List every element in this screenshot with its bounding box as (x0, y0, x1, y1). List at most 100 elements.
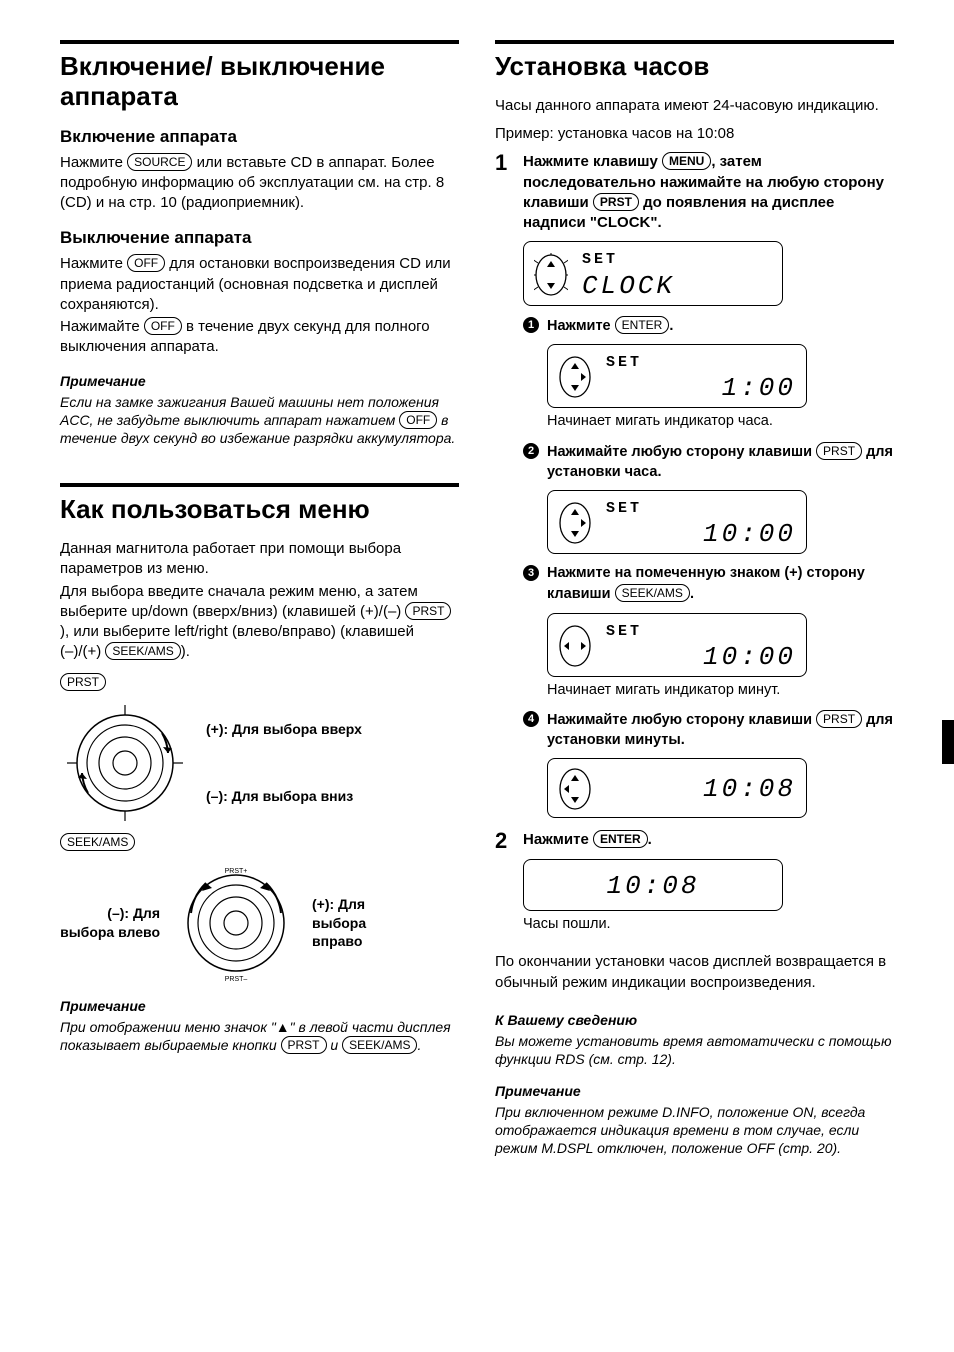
text: . (648, 831, 652, 848)
text: ). (181, 643, 190, 660)
sec1-sub2-p1: Нажмите OFF для остановки воспроизведени… (60, 254, 459, 315)
text: Нажимайте (60, 318, 144, 335)
substep-3: 3 Нажмите на помеченную знаком (+) сторо… (523, 564, 894, 604)
right-outro: По окончании установки часов дисплей воз… (495, 952, 894, 993)
lcd-main-text: 10:00 (606, 644, 796, 670)
dial-caption-up: (+): Для выбора вверх (206, 720, 362, 739)
note-heading: Примечание (60, 997, 459, 1016)
sec2-note: При отображении меню значок "▲" в левой … (60, 1018, 459, 1054)
rocker-icon (558, 355, 592, 399)
section-rule (60, 40, 459, 44)
step1-lead: Нажмите клавишу MENU, затем последовател… (523, 152, 894, 233)
lcd-display: 10:08 (523, 859, 783, 911)
enter-button-label: ENTER (593, 830, 648, 848)
right-example: Пример: установка часов на 10:08 (495, 124, 894, 144)
enter-button-label: ENTER (615, 316, 670, 334)
step2-caption: Часы пошли. (523, 915, 894, 935)
text: Нажмите на помеченную знаком (+) сторону… (547, 565, 865, 602)
lcd-display: SET 1:00 (547, 344, 807, 408)
left-column: Включение/ выключение аппарата Включение… (60, 40, 459, 1159)
lcd-display: SET 10:00 (547, 613, 807, 677)
prst-dial-diagram: (+): Для выбора вверх (–): Для выбора вн… (60, 703, 459, 823)
seek-ams-button-label: SEEK/AMS (105, 642, 180, 660)
note-heading: Примечание (60, 372, 459, 391)
seek-dial-diagram: (–): Для выбора влево PRST+ PRST– (+): Д… (60, 863, 459, 983)
step-number: 1 (495, 152, 513, 822)
step-2: 2 Нажмите ENTER. 10:08 Часы пошли. (495, 830, 894, 942)
lcd-main-text: 1:00 (606, 375, 796, 401)
right-note-body: При включенном режиме D.INFO, положение … (495, 1103, 894, 1158)
fyi-body: Вы можете установить время автоматически… (495, 1032, 894, 1068)
sec1-sub2-p2: Нажимайте OFF в течение двух секунд для … (60, 317, 459, 358)
lcd-main-text: CLOCK (582, 273, 772, 299)
fyi-heading: К Вашему сведению (495, 1011, 894, 1030)
sec1-sub2-title: Выключение аппарата (60, 227, 459, 250)
lcd-main-text: 10:08 (606, 873, 699, 899)
page-columns: Включение/ выключение аппарата Включение… (60, 40, 894, 1159)
lcd-main-text: 10:08 (606, 776, 796, 802)
text: Нажимайте любую сторону клавиши (547, 712, 816, 728)
substep-4: 4 Нажимайте любую сторону клавиши PRST д… (523, 710, 894, 750)
off-button-label: OFF (127, 254, 165, 272)
seek-ams-button-label: SEEK/AMS (60, 833, 135, 851)
sec2-p1: Данная магнитола работает при помощи выб… (60, 539, 459, 580)
seek-ams-button-label: SEEK/AMS (342, 1036, 417, 1054)
sec1-title: Включение/ выключение аппарата (60, 52, 459, 112)
lcd-display: 10:08 (547, 758, 807, 818)
prst-button-label: PRST (593, 193, 639, 211)
substep-caption: Начинает мигать индикатор часа. (547, 412, 894, 432)
svg-text:PRST–: PRST– (225, 976, 248, 983)
prst-button-label: PRST (60, 673, 106, 691)
prst-button-label: PRST (816, 442, 862, 460)
text: Нажмите (60, 154, 127, 171)
text: Нажмите клавишу (523, 153, 662, 170)
rocker-icon (534, 253, 568, 297)
lcd-display: SET 10:00 (547, 490, 807, 554)
sec1-sub1-para: Нажмите SOURCE или вставьте CD в аппарат… (60, 153, 459, 214)
text: Для выбора введите сначала режим меню, а… (60, 583, 418, 620)
substep-1: 1 Нажмите ENTER. (523, 316, 894, 337)
substep-number: 2 (523, 443, 539, 459)
text: Нажимайте любую сторону клавиши (547, 444, 816, 460)
rocker-icon (558, 501, 592, 545)
text: . (669, 318, 673, 334)
text: Нажмите (547, 318, 615, 334)
text: . (417, 1037, 421, 1053)
seek-ams-button-label: SEEK/AMS (615, 584, 690, 602)
prst-button-label: PRST (405, 602, 451, 620)
off-button-label: OFF (144, 317, 182, 335)
substep-number: 3 (523, 565, 539, 581)
sec2-p2: Для выбора введите сначала режим меню, а… (60, 582, 459, 663)
right-column: Установка часов Часы данного аппарата им… (495, 40, 894, 1159)
dial-caption-down: (–): Для выбора вниз (206, 787, 362, 806)
step-1: 1 Нажмите клавишу MENU, затем последоват… (495, 152, 894, 822)
section-rule (495, 40, 894, 44)
right-title: Установка часов (495, 52, 894, 82)
menu-button-label: MENU (662, 152, 711, 170)
section-rule (60, 483, 459, 487)
text: Если на замке зажигания Вашей машины нет… (60, 394, 439, 428)
substep-number: 1 (523, 317, 539, 333)
lcd-display: SET CLOCK (523, 241, 783, 305)
lcd-main-text: 10:00 (606, 521, 796, 547)
off-button-label: OFF (399, 411, 437, 429)
sec2-title: Как пользоваться меню (60, 495, 459, 525)
lcd-top-text: SET (606, 622, 796, 642)
svg-text:PRST+: PRST+ (225, 868, 248, 875)
rocker-icon (558, 624, 592, 668)
note-heading: Примечание (495, 1082, 894, 1101)
substep-caption: Начинает мигать индикатор минут. (547, 681, 894, 701)
rotary-dial-icon: PRST+ PRST– (176, 863, 296, 983)
sec1-sub1-title: Включение аппарата (60, 126, 459, 149)
text: Нажмите (523, 831, 593, 848)
dial-caption-right: (+): Для выбора вправо (312, 895, 412, 952)
source-button-label: SOURCE (127, 153, 192, 171)
text: и (327, 1037, 343, 1053)
rotary-dial-icon (60, 703, 190, 823)
lcd-top-text: SET (582, 250, 772, 270)
sec1-note: Если на замке зажигания Вашей машины нет… (60, 393, 459, 448)
prst-button-label: PRST (816, 710, 862, 728)
substep-number: 4 (523, 711, 539, 727)
page-edge-tab (942, 720, 954, 764)
substep-2: 2 Нажимайте любую сторону клавиши PRST д… (523, 442, 894, 482)
